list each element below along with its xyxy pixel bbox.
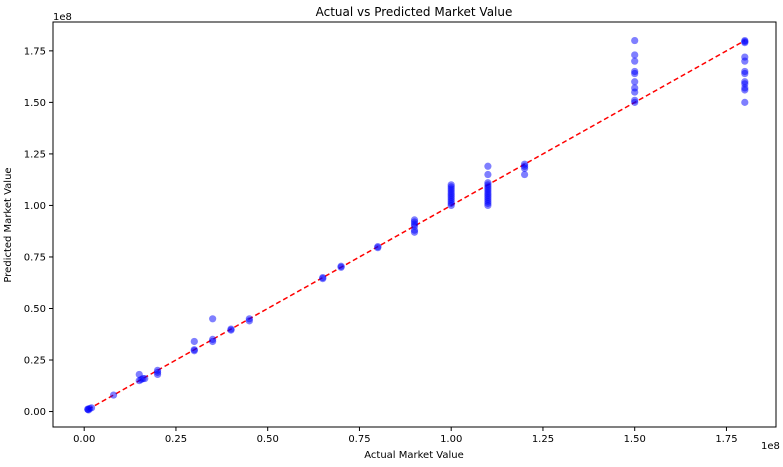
x-tick-label: 1.75 (715, 434, 737, 445)
data-point (741, 67, 749, 76)
y-axis-label: Predicted Market Value (3, 167, 14, 282)
data-point (521, 160, 529, 168)
data-point (631, 67, 639, 76)
y-tick-label: 0.25 (24, 356, 46, 367)
data-point (410, 216, 419, 224)
data-point (227, 326, 235, 334)
y-tick-label: 1.25 (24, 149, 46, 160)
data-point (484, 170, 492, 179)
data-point (374, 244, 382, 252)
x-tick-label: 1.00 (440, 434, 462, 445)
y-tick-label: 0.75 (24, 252, 46, 263)
data-point (741, 78, 749, 86)
x-tick-label: 0.50 (257, 434, 279, 445)
y-tick-label: 0.50 (24, 304, 46, 315)
data-point (741, 53, 749, 61)
data-point (190, 347, 198, 355)
x-tick-label: 0.75 (348, 434, 370, 445)
ticks-layer: 0.00 0.25 0.50 0.75 1.00 1.25 1.50 1.75 0.00 0.25… (24, 46, 738, 445)
data-point (631, 84, 639, 92)
plot-frame (52, 21, 777, 428)
data-point (319, 275, 327, 283)
y-tick-label: 1.00 (24, 201, 46, 212)
data-point (631, 51, 639, 59)
data-point (631, 36, 639, 45)
data-point (337, 262, 345, 270)
data-point (521, 170, 529, 179)
data-point (631, 78, 639, 86)
data-point (209, 315, 217, 323)
x-tick-label: 0.00 (73, 434, 95, 445)
data-point (209, 337, 217, 346)
data-point (87, 404, 96, 412)
data-point (741, 37, 749, 46)
data-point (741, 98, 749, 106)
data-point (190, 337, 198, 346)
data-point (153, 366, 162, 374)
x-tick-label: 0.25 (165, 434, 187, 445)
x-axis-label: Actual Market Value (364, 450, 464, 461)
data-point (631, 96, 639, 104)
chart-title: Actual vs Predicted Market Value (316, 5, 513, 19)
y-tick-label: 1.75 (24, 46, 46, 57)
data-point (484, 162, 492, 170)
x-offset-label: 1e8 (761, 441, 780, 452)
x-tick-label: 1.50 (624, 434, 646, 445)
data-point (245, 317, 253, 325)
data-point (631, 57, 639, 65)
x-tick-label: 1.25 (532, 434, 554, 445)
data-point (447, 181, 455, 189)
data-point (109, 391, 118, 399)
y-tick-label: 1.50 (24, 98, 46, 109)
points-layer (84, 36, 749, 414)
data-point (141, 374, 149, 383)
data-point (484, 179, 492, 187)
y-tick-label: 0.00 (24, 407, 46, 418)
y-offset-label: 1e8 (53, 12, 72, 23)
